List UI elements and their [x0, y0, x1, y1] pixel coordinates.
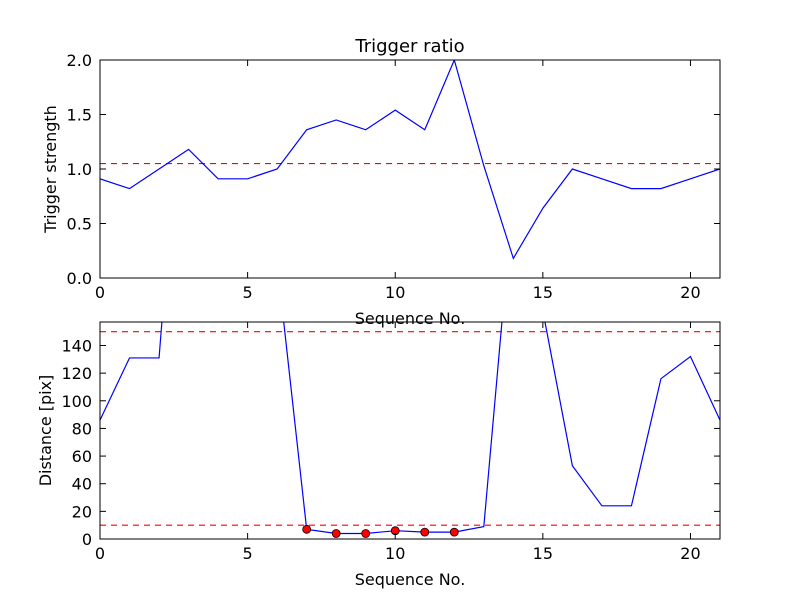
series-line-0	[100, 322, 720, 535]
panel-trigger-ratio: 0 5 10 15 20 0.0 0.5 1.0 1.5 2.0 Trigger ratio Sequ…	[41, 36, 721, 328]
y-tick-label: 40	[72, 475, 92, 494]
plot-area	[100, 60, 720, 260]
data-point-marker	[361, 529, 371, 538]
x-tick-label: 5	[243, 283, 253, 302]
y-tick-label: 120	[61, 364, 92, 383]
x-tick-label: 15	[533, 283, 553, 302]
data-point-marker	[302, 524, 312, 534]
y-tick-label: 100	[61, 392, 92, 411]
panel-distance: 0 5 10 15 20 0 20 40 60 80 100 120 140 Sequence No. Di…	[36, 321, 721, 589]
x-tick-label: 15	[533, 544, 553, 563]
y-axis-label: Distance [pix]	[36, 375, 55, 487]
y-tick-label: 140	[61, 336, 92, 355]
series-line-0	[100, 60, 720, 260]
y-axis-label: Trigger strength	[41, 105, 60, 234]
data-point-marker	[420, 527, 430, 537]
y-tick-label: 20	[72, 502, 92, 521]
x-tick-label: 0	[95, 544, 105, 563]
y-tick-label: 2.0	[67, 51, 92, 70]
y-tick-label: 0	[82, 530, 92, 549]
y-tick-label: 1.5	[67, 106, 92, 125]
y-tick-label: 80	[72, 419, 92, 438]
x-tick-label: 20	[680, 283, 700, 302]
y-tick-label: 0.0	[67, 269, 92, 288]
x-axis-label: Sequence No.	[355, 570, 466, 589]
plot-area	[100, 322, 720, 535]
axes-frame	[99, 321, 721, 540]
y-tick-label: 1.0	[67, 160, 92, 179]
x-tick-label: 10	[385, 283, 405, 302]
x-tick-label: 5	[243, 544, 253, 563]
data-point-marker	[331, 529, 341, 538]
y-tick-label: 60	[72, 447, 92, 466]
x-tick-label: 10	[385, 544, 405, 563]
x-tick-label: 0	[95, 283, 105, 302]
x-axis-label: Sequence No.	[355, 309, 466, 328]
data-point-marker	[449, 527, 459, 537]
chart-title: Trigger ratio	[354, 36, 464, 57]
x-tick-label: 20	[680, 544, 700, 563]
y-tick-label: 0.5	[67, 215, 92, 234]
